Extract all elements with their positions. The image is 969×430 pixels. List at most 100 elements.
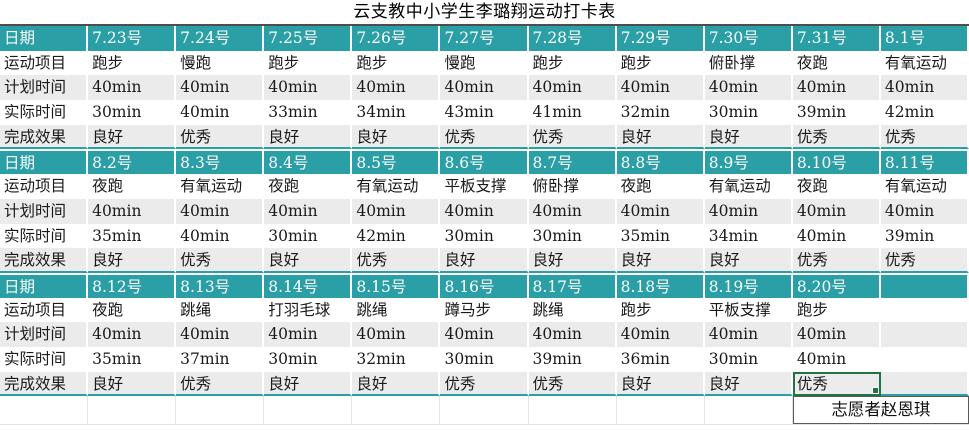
data-cell[interactable]: 43min — [440, 100, 529, 125]
data-cell[interactable]: 39min — [792, 100, 881, 125]
empty-cell[interactable] — [704, 396, 793, 426]
data-cell[interactable]: 33min — [264, 100, 353, 125]
data-cell[interactable]: 跑步 — [88, 50, 177, 76]
data-cell[interactable] — [880, 297, 969, 323]
data-cell[interactable]: 35min — [88, 346, 177, 372]
date-header-cell[interactable]: 7.27号 — [440, 26, 529, 51]
date-header-cell[interactable]: 7.25号 — [264, 26, 353, 51]
data-cell[interactable]: 40min — [176, 100, 265, 125]
date-header-cell[interactable]: 8.17号 — [528, 272, 617, 298]
data-cell[interactable]: 夜跑 — [616, 174, 705, 199]
data-cell[interactable]: 良好 — [88, 124, 177, 150]
data-cell[interactable]: 40min — [264, 198, 353, 224]
data-cell[interactable]: 42min — [880, 100, 969, 125]
data-cell[interactable]: 俯卧撑 — [704, 50, 793, 76]
data-cell[interactable]: 40min — [880, 75, 969, 101]
data-cell[interactable]: 良好 — [88, 248, 177, 273]
data-cell[interactable]: 良好 — [616, 371, 705, 397]
data-cell[interactable] — [880, 322, 969, 347]
empty-cell[interactable] — [528, 396, 617, 426]
row-label-cell[interactable]: 实际时间 — [0, 346, 89, 372]
data-cell[interactable]: 40min — [704, 322, 793, 347]
data-cell[interactable]: 良好 — [704, 124, 793, 150]
data-cell[interactable]: 良好 — [440, 248, 529, 273]
date-header-cell[interactable]: 7.24号 — [176, 26, 265, 51]
data-cell[interactable]: 夜跑 — [88, 174, 177, 199]
data-cell[interactable]: 打羽毛球 — [264, 297, 353, 323]
row-label-cell[interactable]: 完成效果 — [0, 248, 89, 273]
data-cell[interactable]: 跳绳 — [528, 297, 617, 323]
data-cell[interactable]: 夜跑 — [792, 50, 881, 76]
data-cell[interactable]: 优秀 — [792, 124, 881, 150]
data-cell[interactable]: 优秀 — [440, 371, 529, 397]
volunteer-signature-cell[interactable]: 志愿者赵恩琪 — [792, 396, 969, 425]
date-header-cell[interactable]: 7.26号 — [352, 26, 441, 51]
data-cell[interactable]: 40min — [352, 75, 441, 101]
data-cell[interactable]: 30min — [264, 223, 353, 249]
data-cell[interactable]: 平板支撑 — [704, 297, 793, 323]
data-cell[interactable]: 俯卧撑 — [528, 174, 617, 199]
row-label-cell[interactable]: 完成效果 — [0, 124, 89, 150]
data-cell[interactable]: 跑步 — [352, 50, 441, 76]
row-label-cell[interactable]: 运动项目 — [0, 297, 89, 323]
date-header-cell[interactable]: 8.8号 — [616, 149, 705, 175]
date-header-cell[interactable]: 8.14号 — [264, 272, 353, 298]
date-header-cell[interactable]: 8.5号 — [352, 149, 441, 175]
data-cell[interactable]: 40min — [352, 198, 441, 224]
data-cell[interactable]: 40min — [440, 322, 529, 347]
empty-cell[interactable] — [440, 396, 529, 426]
data-cell[interactable]: 40min — [704, 75, 793, 101]
date-header-cell[interactable]: 8.16号 — [440, 272, 529, 298]
row-label-cell[interactable]: 日期 — [0, 26, 89, 51]
data-cell[interactable]: 40min — [528, 75, 617, 101]
row-label-cell[interactable]: 计划时间 — [0, 198, 89, 224]
date-header-cell[interactable]: 8.10号 — [792, 149, 881, 175]
date-header-cell[interactable]: 8.15号 — [352, 272, 441, 298]
data-cell[interactable]: 40min — [792, 75, 881, 101]
data-cell[interactable]: 30min — [440, 223, 529, 249]
data-cell[interactable]: 跑步 — [264, 50, 353, 76]
data-cell[interactable]: 32min — [352, 346, 441, 372]
data-cell[interactable]: 跑步 — [616, 50, 705, 76]
data-cell[interactable]: 35min — [88, 223, 177, 249]
data-cell[interactable]: 40min — [616, 75, 705, 101]
data-cell[interactable]: 良好 — [704, 248, 793, 273]
data-cell[interactable]: 跳绳 — [352, 297, 441, 323]
date-header-cell[interactable]: 8.9号 — [704, 149, 793, 175]
data-cell[interactable]: 优秀 — [880, 248, 969, 273]
empty-cell[interactable] — [176, 396, 265, 426]
empty-cell[interactable] — [0, 396, 89, 426]
data-cell[interactable]: 40min — [792, 223, 881, 249]
data-cell[interactable]: 夜跑 — [88, 297, 177, 323]
data-cell[interactable]: 40min — [792, 198, 881, 224]
data-cell[interactable]: 良好 — [616, 248, 705, 273]
data-cell[interactable]: 40min — [88, 322, 177, 347]
row-label-cell[interactable]: 完成效果 — [0, 371, 89, 397]
data-cell[interactable]: 优秀 — [528, 371, 617, 397]
data-cell[interactable]: 39min — [880, 223, 969, 249]
data-cell[interactable]: 优秀 — [176, 124, 265, 150]
data-cell[interactable]: 跳绳 — [176, 297, 265, 323]
data-cell[interactable]: 40min — [88, 198, 177, 224]
data-cell[interactable]: 40min — [352, 322, 441, 347]
date-header-cell[interactable] — [880, 272, 969, 298]
empty-cell[interactable] — [352, 396, 441, 426]
data-cell[interactable]: 优秀 — [792, 248, 881, 273]
date-header-cell[interactable]: 8.11号 — [880, 149, 969, 175]
data-cell[interactable]: 40min — [440, 198, 529, 224]
data-cell[interactable]: 40min — [440, 75, 529, 101]
data-cell[interactable]: 优秀 — [880, 124, 969, 150]
data-cell[interactable]: 40min — [704, 198, 793, 224]
data-cell[interactable]: 优秀 — [440, 124, 529, 150]
data-cell[interactable]: 良好 — [352, 371, 441, 397]
date-header-cell[interactable]: 8.19号 — [704, 272, 793, 298]
data-cell[interactable]: 32min — [616, 100, 705, 125]
data-cell[interactable]: 30min — [704, 100, 793, 125]
row-label-cell[interactable]: 运动项目 — [0, 50, 89, 76]
data-cell[interactable]: 34min — [352, 100, 441, 125]
data-cell[interactable]: 30min — [264, 346, 353, 372]
data-cell[interactable]: 良好 — [704, 371, 793, 397]
row-label-cell[interactable]: 计划时间 — [0, 75, 89, 101]
date-header-cell[interactable]: 8.12号 — [88, 272, 177, 298]
data-cell[interactable]: 36min — [616, 346, 705, 372]
